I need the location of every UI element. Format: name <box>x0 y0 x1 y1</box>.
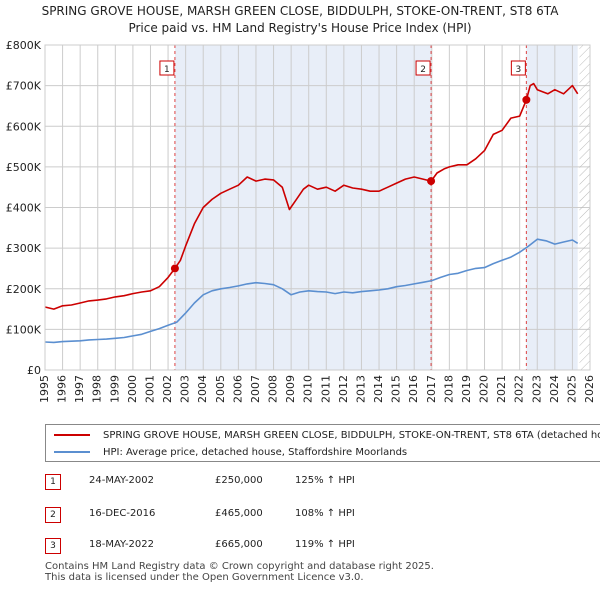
x-tick-label: 2001 <box>143 375 156 403</box>
sale-label-number: 2 <box>420 65 426 75</box>
x-tick-label: 2024 <box>548 375 561 403</box>
x-tick-label: 2002 <box>161 375 174 403</box>
x-tick-label: 2020 <box>478 375 491 403</box>
x-tick-label: 2021 <box>495 375 508 403</box>
y-tick-label: £200K <box>6 283 42 296</box>
y-tick-label: £500K <box>6 161 42 174</box>
sale-date: 24-MAY-2002 <box>89 475 155 486</box>
x-tick-label: 2026 <box>583 375 596 403</box>
x-tick-label: 2008 <box>267 375 280 403</box>
x-tick-label: 2012 <box>337 375 350 403</box>
sale-point <box>522 95 531 104</box>
x-tick-label: 2016 <box>407 375 420 403</box>
title-line-2: Price paid vs. HM Land Registry's House … <box>128 21 472 35</box>
price-chart: £0 £100K £200K £300K £400K £500K £600K £700K £80… <box>6 39 596 403</box>
sale-row: 3 18-MAY-2022 £665,000 119% ↑ HPI <box>45 536 445 558</box>
sale-row: 1 24-MAY-2002 £250,000 125% ↑ HPI <box>45 472 445 494</box>
legend: SPRING GROVE HOUSE, MARSH GREEN CLOSE, B… <box>45 424 600 462</box>
sale-point <box>170 264 179 273</box>
x-tick-label: 1998 <box>91 375 104 403</box>
sale-price: £665,000 <box>215 539 263 550</box>
sale-number-badge: 1 <box>45 474 61 490</box>
x-tick-label: 2015 <box>390 375 403 403</box>
x-tick-label: 2014 <box>372 375 385 403</box>
x-tick-label: 2010 <box>302 375 315 403</box>
x-tick-label: 2019 <box>460 375 473 403</box>
x-tick-label: 1999 <box>108 375 121 403</box>
x-tick-label: 2022 <box>513 375 526 403</box>
sale-label-number: 1 <box>164 65 170 75</box>
x-tick-label: 2004 <box>196 375 209 403</box>
y-tick-label: £800K <box>6 39 42 52</box>
x-tick-label: 2009 <box>284 375 297 403</box>
legend-item-property: SPRING GROVE HOUSE, MARSH GREEN CLOSE, B… <box>54 427 600 443</box>
y-tick-label: £400K <box>6 202 42 215</box>
sale-label-box <box>510 60 526 76</box>
x-tick-label: 2011 <box>319 375 332 403</box>
legend-label-property: SPRING GROVE HOUSE, MARSH GREEN CLOSE, B… <box>103 429 600 441</box>
sale-row: 2 16-DEC-2016 £465,000 108% ↑ HPI <box>45 505 445 527</box>
x-tick-label: 2013 <box>354 375 367 403</box>
y-tick-label: £700K <box>6 80 42 93</box>
property-price-line <box>44 82 579 310</box>
sale-label-box <box>415 60 431 76</box>
x-tick-label: 2023 <box>530 375 543 403</box>
x-tick-label: 2018 <box>442 375 455 403</box>
sale-label-number: 3 <box>515 65 521 75</box>
footer: Contains HM Land Registry data © Crown c… <box>45 561 434 583</box>
title-line-1: SPRING GROVE HOUSE, MARSH GREEN CLOSE, B… <box>41 4 559 18</box>
legend-swatch-property <box>54 434 90 436</box>
x-tick-label: 1995 <box>38 375 51 403</box>
sale-number-badge: 3 <box>45 538 61 554</box>
x-tick-label: 1996 <box>56 375 69 403</box>
y-tick-label: £300K <box>6 242 42 255</box>
legend-label-hpi: HPI: Average price, detached house, Staf… <box>103 446 408 458</box>
chart-title: SPRING GROVE HOUSE, MARSH GREEN CLOSE, B… <box>0 3 600 37</box>
sale-price: £465,000 <box>215 508 263 519</box>
footer-copyright: Contains HM Land Registry data © Crown c… <box>45 561 434 572</box>
x-tick-label: 2007 <box>249 375 262 403</box>
hpi-line <box>44 238 579 344</box>
x-tick-label: 2006 <box>231 375 244 403</box>
future-hatch <box>579 45 590 370</box>
sale-hpi-change: 125% ↑ HPI <box>295 475 355 486</box>
x-tick-label: 2003 <box>179 375 192 403</box>
sale-price: £250,000 <box>215 475 263 486</box>
x-tick-label: 2017 <box>425 375 438 403</box>
legend-item-hpi: HPI: Average price, detached house, Staf… <box>54 444 407 460</box>
y-tick-label: £100K <box>6 323 42 336</box>
plot-border <box>44 44 591 371</box>
sale-date: 18-MAY-2022 <box>89 539 155 550</box>
sale-hpi-change: 119% ↑ HPI <box>295 539 355 550</box>
x-tick-label: 2025 <box>565 375 578 403</box>
sale-hpi-change: 108% ↑ HPI <box>295 508 355 519</box>
sale-label-box <box>159 60 175 76</box>
x-tick-label: 2005 <box>214 375 227 403</box>
footer-licence: This data is licensed under the Open Gov… <box>45 572 364 583</box>
legend-swatch-hpi <box>54 451 90 453</box>
sale-date: 16-DEC-2016 <box>89 508 156 519</box>
y-tick-label: £600K <box>6 120 42 133</box>
sale-point <box>427 177 436 186</box>
y-tick-label: £0 <box>27 364 41 377</box>
x-tick-label: 1997 <box>73 375 86 403</box>
sale-number-badge: 2 <box>45 507 61 523</box>
x-tick-label: 2000 <box>126 375 139 403</box>
